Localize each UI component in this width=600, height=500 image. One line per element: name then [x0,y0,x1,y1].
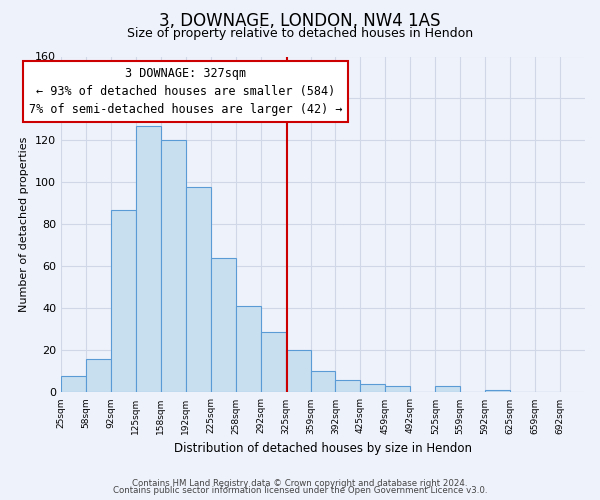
Bar [260,332,286,392]
Bar [136,126,161,392]
Bar [236,306,260,392]
Bar [435,386,460,392]
Bar [186,186,211,392]
Text: Size of property relative to detached houses in Hendon: Size of property relative to detached ho… [127,28,473,40]
Bar [161,140,186,392]
X-axis label: Distribution of detached houses by size in Hendon: Distribution of detached houses by size … [174,442,472,455]
Text: Contains HM Land Registry data © Crown copyright and database right 2024.: Contains HM Land Registry data © Crown c… [132,478,468,488]
Bar [335,380,361,392]
Text: Contains public sector information licensed under the Open Government Licence v3: Contains public sector information licen… [113,486,487,495]
Bar [61,376,86,392]
Text: 3 DOWNAGE: 327sqm
← 93% of detached houses are smaller (584)
7% of semi-detached: 3 DOWNAGE: 327sqm ← 93% of detached hous… [29,67,343,116]
Bar [361,384,385,392]
Bar [286,350,311,393]
Bar [485,390,510,392]
Bar [385,386,410,392]
Bar [211,258,236,392]
Bar [111,210,136,392]
Y-axis label: Number of detached properties: Number of detached properties [19,137,29,312]
Bar [311,372,335,392]
Text: 3, DOWNAGE, LONDON, NW4 1AS: 3, DOWNAGE, LONDON, NW4 1AS [159,12,441,30]
Bar [86,359,111,392]
